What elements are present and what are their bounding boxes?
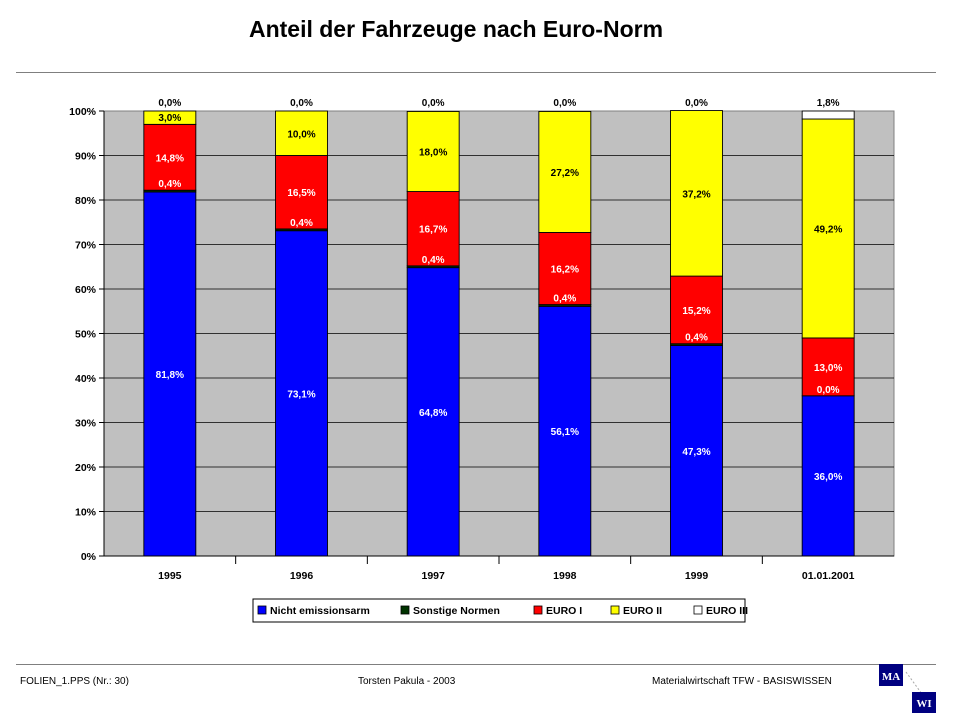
data-label-euro-1: 15,2% [682, 306, 710, 317]
mawi-logo: MA WI [879, 664, 936, 713]
data-label-euro-2: 18,0% [419, 147, 447, 158]
data-label-euro-1: 14,8% [156, 153, 184, 164]
data-label-euro-3: 0,0% [553, 98, 576, 109]
data-label-euro-1: 16,7% [419, 225, 447, 236]
legend-swatch [693, 605, 703, 615]
data-label-euro-3: 1,8% [817, 98, 840, 109]
data-label-euro-2: 49,2% [814, 224, 842, 235]
logo-ma-text: MA [882, 671, 900, 683]
data-label-nicht-emissionsarm: 56,1% [551, 427, 579, 438]
footer-author: Torsten Pakula - 2003 [358, 676, 456, 687]
logo-ma-box [879, 664, 903, 686]
bar-segment [143, 110, 197, 125]
data-label-euro-2: 37,2% [682, 189, 710, 200]
x-tick-label: 1996 [290, 570, 314, 582]
data-label-sonstige: 0,0% [817, 385, 840, 396]
bar-segment [275, 110, 328, 156]
legend-box [252, 598, 746, 623]
bar-segment [670, 275, 723, 345]
data-label-euro-3: 0,0% [290, 98, 313, 109]
y-tick-label: 20% [75, 462, 97, 474]
bar-segment [801, 337, 855, 397]
logo-diagonal [905, 671, 923, 695]
slide-title: Anteil der Fahrzeuge nach Euro-Norm [248, 16, 664, 42]
x-tick-label: 1995 [158, 570, 182, 582]
bar-segment [143, 123, 197, 191]
data-label-nicht-emissionsarm: 81,8% [156, 370, 184, 381]
x-tick-label: 1999 [685, 570, 709, 582]
bottom-divider [16, 664, 936, 665]
data-label-euro-3: 0,0% [685, 98, 708, 109]
data-label-nicht-emissionsarm: 36,0% [814, 472, 842, 483]
bar-segment [275, 155, 328, 230]
footer-file: FOLIEN_1.PPS (Nr.: 30) [20, 676, 129, 687]
y-tick-label: 70% [75, 240, 97, 252]
data-label-sonstige: 0,4% [685, 333, 708, 344]
y-tick-label: 40% [75, 373, 97, 385]
bar-segment [143, 191, 197, 557]
y-tick-label: 80% [75, 195, 97, 207]
data-label-sonstige: 0,4% [422, 255, 445, 266]
bar-segment [538, 305, 592, 557]
legend-swatch [533, 605, 543, 615]
y-tick-label: 10% [75, 507, 97, 519]
legend-label: Nicht emissionsarm [270, 605, 370, 617]
data-label-euro-3: 0,0% [422, 98, 445, 109]
legend-label: EURO II [623, 605, 662, 617]
data-label-nicht-emissionsarm: 47,3% [682, 447, 710, 458]
legend-label: Sonstige Normen [413, 605, 500, 617]
data-label-euro-2: 10,0% [287, 129, 315, 140]
bar-segment [801, 110, 855, 120]
data-label-sonstige: 0,4% [553, 294, 576, 305]
data-label-euro-1: 16,2% [551, 265, 579, 276]
bar-segment [538, 110, 592, 233]
legend-swatch [400, 605, 410, 615]
y-tick-label: 50% [75, 329, 97, 341]
footer-course: Materialwirtschaft TFW - BASISWISSEN [652, 676, 832, 687]
legend-label: EURO I [546, 605, 582, 617]
logo-wi-box [912, 692, 936, 713]
bar-segment [406, 267, 460, 557]
data-label-euro-3: 0,0% [158, 98, 181, 109]
y-tick-label: 100% [69, 106, 97, 118]
data-label-euro-1: 16,5% [287, 188, 315, 199]
data-label-sonstige: 0,4% [158, 179, 181, 190]
data-label-nicht-emissionsarm: 73,1% [287, 389, 315, 400]
data-label-euro-2: 3,0% [158, 113, 181, 124]
bar-segment [801, 118, 855, 339]
bar-segment [406, 191, 460, 267]
legend-swatch [610, 605, 620, 615]
y-tick-label: 0% [81, 551, 97, 563]
data-label-euro-1: 13,0% [814, 363, 842, 374]
legend-label: EURO III [706, 605, 748, 617]
y-tick-label: 30% [75, 418, 97, 430]
bar-segment [406, 110, 460, 192]
logo-wi-text: WI [916, 698, 931, 710]
x-tick-label: 01.01.2001 [802, 570, 855, 582]
legend-swatch [257, 605, 267, 615]
y-tick-label: 90% [75, 151, 97, 163]
bar-segment [670, 110, 723, 277]
data-label-euro-2: 27,2% [551, 168, 579, 179]
top-divider [16, 72, 936, 73]
x-tick-label: 1997 [421, 570, 445, 582]
data-label-sonstige: 0,4% [290, 218, 313, 229]
data-label-nicht-emissionsarm: 64,8% [419, 408, 447, 419]
bar-segment [670, 345, 723, 557]
x-tick-label: 1998 [553, 570, 577, 582]
y-tick-label: 60% [75, 284, 97, 296]
stacked-bar-chart: 0% 10% 20% 30% 40% 50% 60% 70% 80% 90% 100% 81,8% 0,… [69, 98, 895, 623]
